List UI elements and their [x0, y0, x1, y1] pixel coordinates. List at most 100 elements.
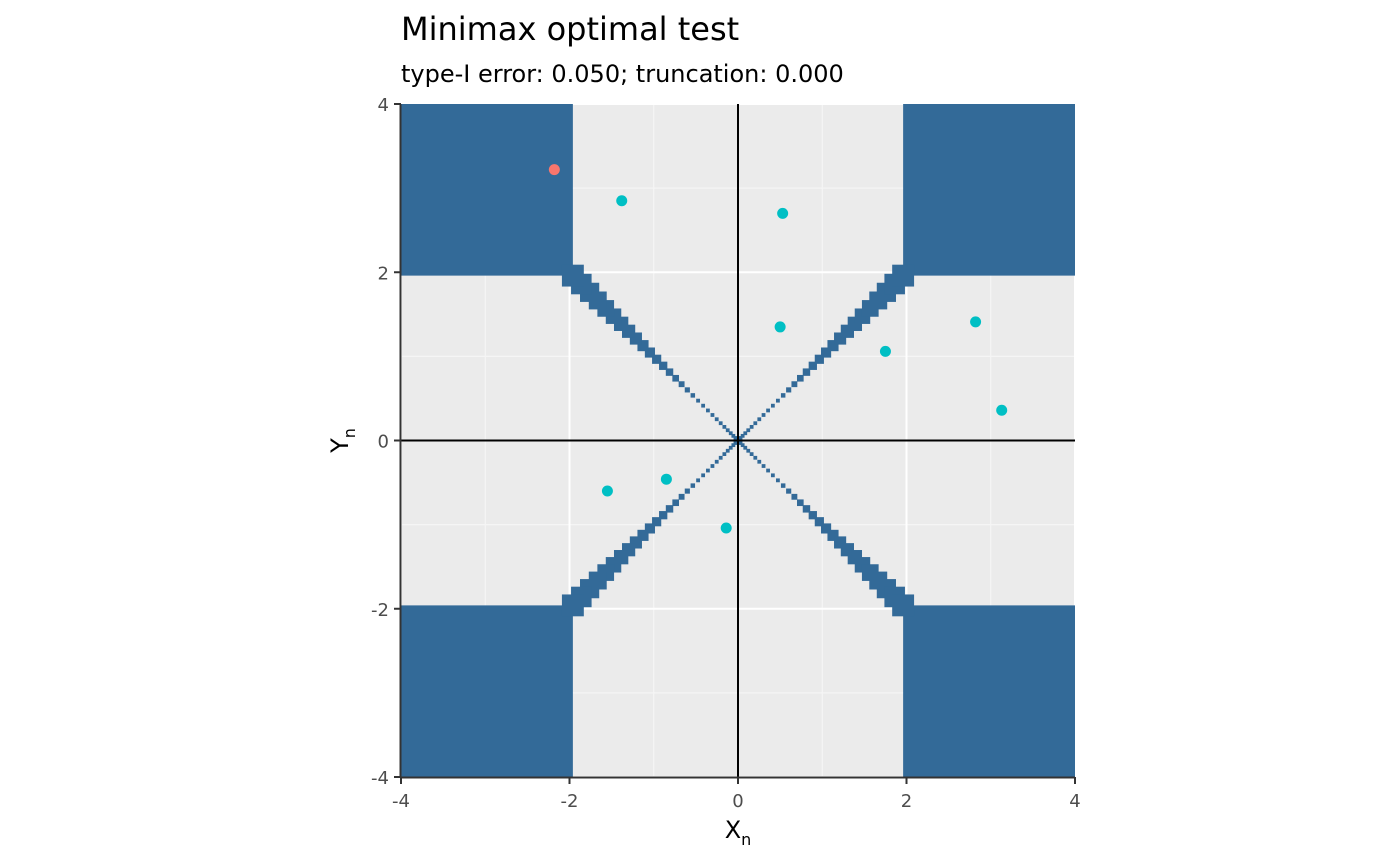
- rejection-diagonal-cell: [706, 468, 710, 473]
- data-point-series-2: [970, 316, 982, 328]
- y-tick-label: 2: [378, 263, 389, 284]
- rejection-diagonal-cell: [770, 403, 775, 408]
- data-point-series-2: [660, 473, 672, 485]
- rejection-diagonal-cell: [749, 452, 754, 457]
- rejection-diagonal-cell: [892, 594, 915, 617]
- y-tick-label: -4: [371, 768, 389, 789]
- x-axis-title: Xn: [725, 816, 752, 849]
- rejection-diagonal-cell: [766, 468, 770, 473]
- chart-subtitle: type-I error: 0.050; truncation: 0.000: [401, 60, 844, 88]
- data-point-series-2: [601, 485, 613, 497]
- rejection-diagonal-cell: [808, 361, 817, 370]
- x-tick-label: 0: [732, 791, 743, 812]
- data-point-series-2: [774, 321, 786, 333]
- rejection-diagonal-cell: [814, 517, 824, 527]
- rejection-diagonal-cell: [561, 594, 584, 617]
- rejection-diagonal-cell: [821, 523, 832, 534]
- data-point-series-2: [879, 345, 891, 357]
- rejection-diagonal-cell: [786, 488, 792, 494]
- rejection-diagonal-cell: [644, 347, 655, 358]
- rejection-diagonal-cell: [672, 499, 679, 507]
- rejection-diagonal-cell: [637, 529, 649, 541]
- rejection-diagonal-cell: [710, 464, 715, 468]
- rejection-diagonal-cell: [690, 483, 696, 488]
- rejection-diagonal-cell: [797, 499, 804, 507]
- rejection-diagonal-cell: [652, 354, 662, 364]
- x-tick-label: -2: [561, 791, 579, 812]
- rejection-diagonal-cell: [780, 393, 786, 398]
- rejection-diagonal-cell: [766, 408, 770, 413]
- data-point-series-1: [548, 164, 560, 176]
- rejection-diagonal-cell: [718, 455, 723, 460]
- rejection-diagonal-cell: [701, 473, 706, 478]
- rejection-corner-bottom-left: [401, 605, 573, 777]
- rejection-corner-top-right: [903, 104, 1075, 276]
- rejection-diagonal-cell: [740, 433, 745, 438]
- rejection-diagonal-cell: [761, 464, 766, 468]
- axes: -4 -2 0 2 4 -4 -2 0 2 4: [371, 95, 1081, 812]
- data-point-series-2: [996, 404, 1008, 416]
- rejection-diagonal-cell: [753, 421, 758, 426]
- rejection-diagonal-cell: [827, 529, 839, 541]
- rejection-diagonal-cell: [684, 488, 690, 494]
- rejection-diagonal-cell: [775, 478, 780, 483]
- rejection-diagonal-cell: [761, 413, 766, 417]
- rejection-diagonal-cell: [814, 354, 824, 364]
- rejection-diagonal-cell: [710, 413, 715, 417]
- rejection-diagonal-cell: [821, 347, 832, 358]
- x-tick-label: 2: [901, 791, 912, 812]
- rejection-diagonal-cell: [722, 452, 727, 457]
- rejection-diagonal-cell: [659, 511, 668, 520]
- rejection-diagonal-cell: [561, 264, 584, 287]
- y-axis-title-subscript: n: [340, 428, 359, 438]
- rejection-diagonal-cell: [757, 417, 762, 422]
- data-point-series-2: [616, 195, 628, 207]
- rejection-diagonal-cell: [775, 398, 780, 403]
- y-tick-label: 4: [378, 95, 389, 116]
- rejection-diagonal-cell: [722, 424, 727, 429]
- rejection-diagonal-cell: [731, 443, 736, 448]
- data-point-series-2: [720, 522, 732, 534]
- x-axis-title-subscript: n: [741, 830, 751, 849]
- rejection-diagonal-cell: [701, 403, 706, 408]
- rejection-diagonal-cell: [659, 361, 668, 370]
- rejection-diagonal-cell: [728, 445, 733, 450]
- chart-title: Minimax optimal test: [401, 10, 740, 48]
- rejection-diagonal-cell: [892, 264, 915, 287]
- y-tick-label: 0: [378, 432, 389, 453]
- rejection-diagonal-cell: [827, 340, 839, 352]
- rejection-diagonal-cell: [802, 368, 811, 376]
- rejection-diagonal-cell: [791, 381, 798, 388]
- rejection-diagonal-cell: [706, 408, 710, 413]
- rejection-region: [401, 104, 1075, 777]
- rejection-diagonal-cell: [665, 368, 674, 376]
- rejection-diagonal-cell: [746, 448, 751, 453]
- rejection-diagonal-cell: [757, 459, 762, 464]
- rejection-corner-bottom-right: [903, 605, 1075, 777]
- rejection-diagonal-cell: [714, 459, 719, 464]
- rejection-diagonal-cell: [743, 445, 748, 450]
- rejection-diagonal-cell: [728, 431, 733, 436]
- rejection-diagonal-cell: [678, 381, 685, 388]
- y-axis-title: Yn: [326, 428, 359, 454]
- rejection-diagonal-cell: [690, 393, 696, 398]
- data-point-series-2: [777, 207, 789, 219]
- y-axis-title-main: Y: [326, 438, 354, 454]
- x-axis-title-main: X: [725, 816, 741, 844]
- x-tick-label: 4: [1069, 791, 1080, 812]
- rejection-diagonal-cell: [637, 340, 649, 352]
- reference-lines: [401, 104, 1075, 777]
- rejection-diagonal-cell: [652, 517, 662, 527]
- rejection-diagonal-cell: [696, 478, 701, 483]
- rejection-diagonal-cell: [714, 417, 719, 422]
- rejection-diagonal-cell: [644, 523, 655, 534]
- x-tick-label: -4: [392, 791, 410, 812]
- rejection-corner-top-left: [401, 104, 573, 276]
- rejection-diagonal-cell: [753, 455, 758, 460]
- rejection-diagonal-cell: [749, 424, 754, 429]
- data-points: [548, 164, 1008, 534]
- rejection-diagonal-cell: [802, 505, 811, 513]
- rejection-diagonal-cell: [746, 428, 751, 433]
